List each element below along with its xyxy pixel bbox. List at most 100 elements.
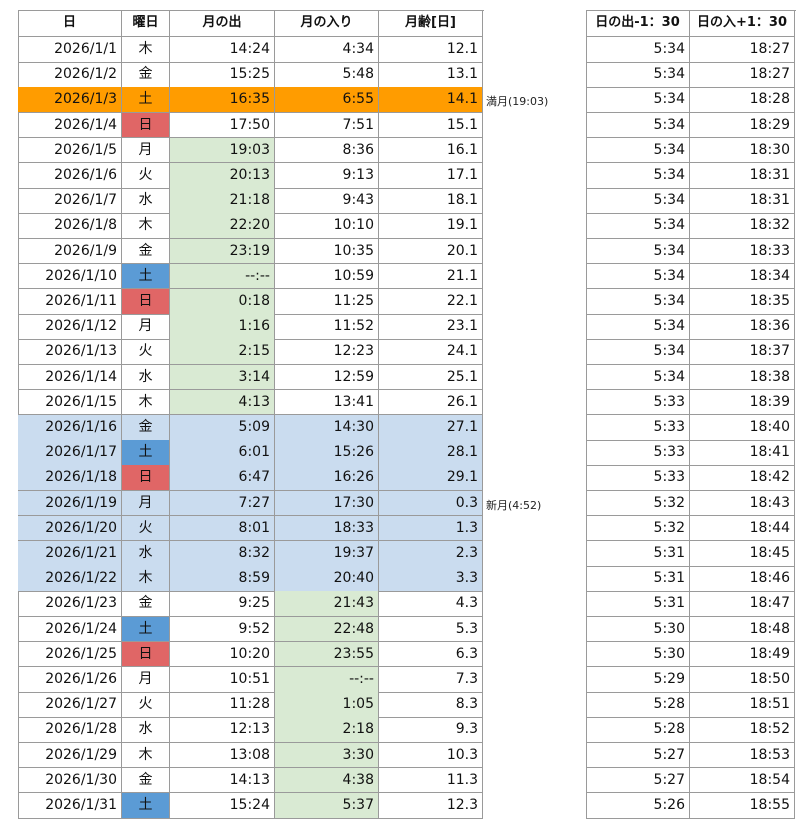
table-cell: 18:53 bbox=[690, 742, 795, 769]
table-cell: 7:51 bbox=[275, 112, 379, 139]
table-cell: 9:43 bbox=[275, 188, 379, 214]
table-cell: 18:36 bbox=[690, 314, 795, 340]
table-cell: 19:03 bbox=[170, 137, 275, 164]
table-cell: 18:48 bbox=[690, 616, 795, 643]
table-cell: 7:27 bbox=[170, 490, 275, 517]
header-cell: 月の入り bbox=[275, 10, 379, 37]
table-cell: 29.1 bbox=[379, 465, 483, 492]
table-cell: 26.1 bbox=[379, 389, 483, 416]
table-cell: 18:54 bbox=[690, 767, 795, 794]
table-cell: 月 bbox=[122, 490, 170, 517]
table-cell: 14:13 bbox=[170, 767, 275, 794]
table-cell: 17:30 bbox=[275, 490, 379, 517]
annotation: 新月(4:52) bbox=[486, 498, 542, 512]
table-cell: 日 bbox=[122, 641, 170, 668]
table-cell: 木 bbox=[122, 389, 170, 416]
table-cell: 15:25 bbox=[170, 62, 275, 88]
table-cell: 2026/1/2 bbox=[18, 62, 122, 88]
table-cell: 5:48 bbox=[275, 62, 379, 88]
table-cell: 日 bbox=[122, 465, 170, 492]
table-cell: 18:27 bbox=[690, 37, 795, 63]
table-cell: 2026/1/20 bbox=[18, 515, 122, 542]
table-cell: 28.1 bbox=[379, 440, 483, 466]
table-cell: 23:55 bbox=[275, 641, 379, 668]
table-cell: 5:37 bbox=[275, 793, 379, 819]
table-cell: 日 bbox=[122, 289, 170, 315]
table-cell: 20:13 bbox=[170, 163, 275, 189]
table-cell: 2026/1/30 bbox=[18, 767, 122, 794]
table-cell: 5:29 bbox=[586, 667, 690, 693]
table-cell: 5:28 bbox=[586, 692, 690, 718]
table-cell: 10:20 bbox=[170, 641, 275, 668]
table-cell: 5:34 bbox=[586, 37, 690, 63]
table-cell: 5:34 bbox=[586, 314, 690, 340]
table-cell: 土 bbox=[122, 87, 170, 114]
table-cell: 5:28 bbox=[586, 717, 690, 744]
table-cell: 5:34 bbox=[586, 163, 690, 189]
table-cell: 18:40 bbox=[690, 415, 795, 441]
table-cell: 18:45 bbox=[690, 541, 795, 567]
table-cell: 5:32 bbox=[586, 515, 690, 542]
table-cell: 13:41 bbox=[275, 389, 379, 416]
table-cell: 22.1 bbox=[379, 289, 483, 315]
table-cell: 4.3 bbox=[379, 591, 483, 618]
table-cell: 火 bbox=[122, 692, 170, 718]
table-cell: 6:01 bbox=[170, 440, 275, 466]
table-cell: 土 bbox=[122, 616, 170, 643]
table-cell: 6.3 bbox=[379, 641, 483, 668]
table-cell: 15:24 bbox=[170, 793, 275, 819]
table-cell: 14.1 bbox=[379, 87, 483, 114]
table-cell: 9:13 bbox=[275, 163, 379, 189]
table-cell: 13:08 bbox=[170, 742, 275, 769]
table-cell: 18:49 bbox=[690, 641, 795, 668]
table-cell: 5:30 bbox=[586, 616, 690, 643]
table-cell: 10:51 bbox=[170, 667, 275, 693]
table-cell: 5:34 bbox=[586, 263, 690, 290]
table-cell: 5:33 bbox=[586, 415, 690, 441]
table-cell: 11:25 bbox=[275, 289, 379, 315]
table-cell: 13.1 bbox=[379, 62, 483, 88]
table-cell: 5:34 bbox=[586, 238, 690, 265]
table-cell: 5:33 bbox=[586, 465, 690, 492]
table-cell: 5:31 bbox=[586, 541, 690, 567]
table-cell: 12:13 bbox=[170, 717, 275, 744]
table-cell: 1:05 bbox=[275, 692, 379, 718]
table-cell: 22:48 bbox=[275, 616, 379, 643]
table-cell: 19:37 bbox=[275, 541, 379, 567]
table-cell: 5:34 bbox=[586, 213, 690, 240]
table-cell: 2026/1/31 bbox=[18, 793, 122, 819]
table-cell: 4:34 bbox=[275, 37, 379, 63]
table-cell: 8:59 bbox=[170, 566, 275, 592]
table-cell: 18:27 bbox=[690, 62, 795, 88]
table-cell: 5:31 bbox=[586, 591, 690, 618]
table-cell: 16:35 bbox=[170, 87, 275, 114]
table-cell: 5:34 bbox=[586, 364, 690, 391]
table-cell: 21:18 bbox=[170, 188, 275, 214]
table-cell: 金 bbox=[122, 62, 170, 88]
table-cell: 2026/1/22 bbox=[18, 566, 122, 592]
table-cell: 18:32 bbox=[690, 213, 795, 240]
table-cell: 18.1 bbox=[379, 188, 483, 214]
table-cell: 18:31 bbox=[690, 163, 795, 189]
table-cell: 2.3 bbox=[379, 541, 483, 567]
table-cell: 10.3 bbox=[379, 742, 483, 769]
table-cell: 8.3 bbox=[379, 692, 483, 718]
table-cell: 2026/1/13 bbox=[18, 339, 122, 366]
table-cell: 2026/1/28 bbox=[18, 717, 122, 744]
table-cell: 火 bbox=[122, 339, 170, 366]
table-cell: 14:30 bbox=[275, 415, 379, 441]
table-cell: 2026/1/9 bbox=[18, 238, 122, 265]
table-cell: 19.1 bbox=[379, 213, 483, 240]
table-cell: 18:43 bbox=[690, 490, 795, 517]
table-cell: 2026/1/1 bbox=[18, 37, 122, 63]
table-cell: 2026/1/14 bbox=[18, 364, 122, 391]
table-cell: 18:47 bbox=[690, 591, 795, 618]
table-cell: 2:18 bbox=[275, 717, 379, 744]
table-cell: 18:33 bbox=[275, 515, 379, 542]
table-cell: 5.3 bbox=[379, 616, 483, 643]
table-cell: 0:18 bbox=[170, 289, 275, 315]
table-cell: 水 bbox=[122, 364, 170, 391]
table-cell: 月 bbox=[122, 667, 170, 693]
table-cell: 3:30 bbox=[275, 742, 379, 769]
table-cell: 5:31 bbox=[586, 566, 690, 592]
